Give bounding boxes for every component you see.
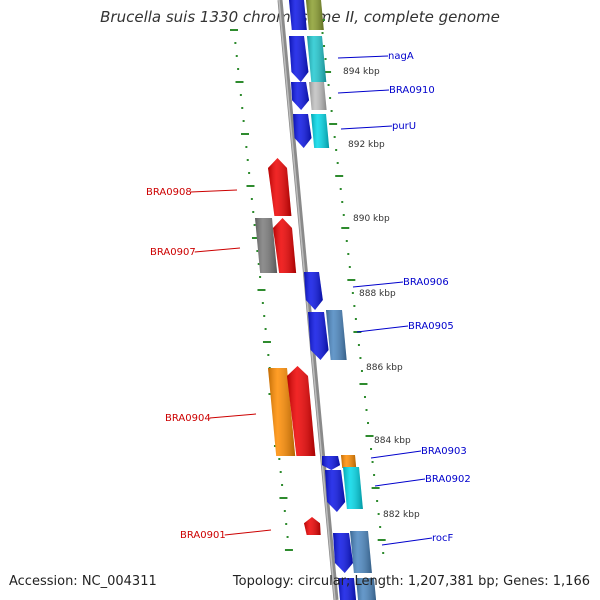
gene-label-bra0902: BRA0902 xyxy=(425,474,471,485)
gene-block-shade xyxy=(287,366,316,456)
gene-block-shade xyxy=(308,312,329,360)
scale-label: 882 kbp xyxy=(383,510,420,520)
leader-line xyxy=(370,450,422,459)
leader-line xyxy=(374,478,426,487)
gene-block-shade xyxy=(309,82,327,110)
gene-block-shade xyxy=(291,82,310,110)
gene-label-bra0910: BRA0910 xyxy=(389,85,435,96)
scale-label: 890 kbp xyxy=(353,214,390,224)
leader-line xyxy=(352,281,404,288)
gene-block-shade xyxy=(356,578,377,600)
gene-block-shade xyxy=(304,517,321,535)
gene-label-bra0905: BRA0905 xyxy=(408,321,454,332)
gene-label-bra0908: BRA0908 xyxy=(146,187,192,198)
gene-label-bra0901: BRA0901 xyxy=(180,530,226,541)
gene-label-puru: purU xyxy=(392,121,416,132)
gene-labels: BRA0908 BRA0907 BRA0904 BRA0901 nagA BRA0910 p… xyxy=(146,51,471,546)
leader-line xyxy=(209,413,257,419)
leader-line xyxy=(337,89,390,94)
gene-block-shade xyxy=(326,310,347,360)
topology-summary: Topology: circular; Length: 1,207,381 bp… xyxy=(232,574,590,589)
leader-line xyxy=(194,247,241,253)
leader-line xyxy=(337,55,389,59)
scale-labels: 894 kbp 892 kbp 890 kbp 888 kbp 886 kbp 884 k… xyxy=(343,67,420,520)
gene-block-shade xyxy=(333,533,353,573)
gene-block-shade xyxy=(289,0,307,30)
leader-line xyxy=(356,325,409,333)
gene-label-bra0903: BRA0903 xyxy=(421,446,467,457)
scale-label: 884 kbp xyxy=(374,436,411,446)
gene-label-rocf: rocF xyxy=(432,533,454,544)
scale-label: 894 kbp xyxy=(343,67,380,77)
gene-block-shade xyxy=(255,218,278,273)
gene-block-shade xyxy=(268,368,296,456)
feature-blocks xyxy=(255,0,377,600)
leader-line xyxy=(381,537,433,546)
gene-block-shade xyxy=(338,578,357,600)
gene-block-shade xyxy=(322,456,341,470)
gene-block-shade xyxy=(289,36,309,82)
gene-block-shade xyxy=(350,531,372,573)
gene-block-shade xyxy=(273,218,297,273)
leader-line xyxy=(190,189,238,193)
gene-block-shade xyxy=(341,455,357,468)
gene-label-bra0906: BRA0906 xyxy=(403,277,449,288)
accession-text: Accession: NC_004311 xyxy=(9,574,157,589)
gene-block-shade xyxy=(343,467,363,509)
gene-block-shade xyxy=(307,36,327,82)
gene-block-shade xyxy=(304,272,323,310)
scale-label: 892 kbp xyxy=(348,140,385,150)
gene-label-naga: nagA xyxy=(388,51,414,62)
gene-block-shade xyxy=(325,470,346,512)
gene-label-bra0907: BRA0907 xyxy=(150,247,196,258)
gene-block-shade xyxy=(293,114,312,148)
gene-label-bra0904: BRA0904 xyxy=(165,413,211,424)
scale-label: 886 kbp xyxy=(366,363,403,373)
gene-block-shade xyxy=(311,114,330,148)
gene-block-shade xyxy=(306,0,324,30)
leader-line xyxy=(340,125,393,130)
scale-label: 888 kbp xyxy=(359,289,396,299)
gene-block-shade xyxy=(268,158,292,216)
leader-line xyxy=(224,529,272,536)
